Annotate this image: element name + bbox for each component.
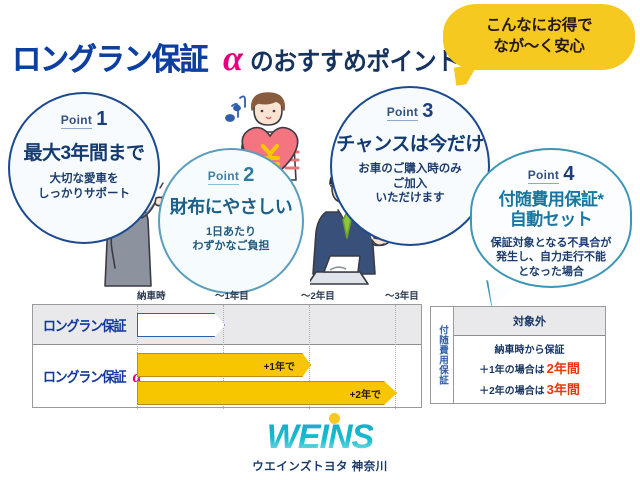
incidental-line-2-emphasis: 2年間: [546, 361, 580, 376]
warranty-timeline-chart: 納車時 〜1年目 〜2年目 〜3年目 ロングラン保証 ロングラン保証 α +1年…: [32, 291, 422, 409]
axis-tick-0: 納車時: [137, 291, 166, 302]
point-3-sub-line3: いただけます: [375, 192, 445, 205]
page-title: ロングラン保証 α のおすすめポイント: [12, 34, 460, 78]
chart-label-alpha-text: ロングラン保証: [43, 369, 127, 385]
point-2-circle: Point 2 財布にやさしい 1日あたり わずかなご負担: [158, 148, 304, 294]
incidental-panel-header: 対象外: [454, 307, 605, 336]
incidental-line-2: ＋1年の場合は 2年間: [479, 358, 580, 377]
point-4-sub-line3: となった場合: [518, 265, 584, 278]
point-1-label: Point 1: [60, 108, 108, 130]
point-3-label: Point 3: [386, 100, 434, 122]
gridline-year3: [395, 305, 396, 409]
point-4-sub: 保証対象となる不具合が 発生し、自力走行不能 となった場合: [491, 236, 612, 279]
point-3-label-word: Point: [386, 105, 419, 121]
incidental-cost-panel: 付随費用保証 対象外 納車時から保証 ＋1年の場合は 2年間 ＋2年の場合は 3…: [430, 306, 606, 404]
axis-tick-3: 〜3年目: [385, 291, 419, 302]
speech-bubble-tail: [453, 64, 481, 86]
point-3-sub-line2: ご加入: [392, 177, 428, 190]
axis-tick-2: 〜2年目: [301, 291, 335, 302]
weins-logo: WEINS ウエインズトヨタ 神奈川: [0, 413, 640, 476]
point-2-label-word: Point: [207, 169, 240, 185]
point-4-heading: 付随費用保証* 自動セット: [498, 190, 604, 230]
point-3-sub-line1: お車のご購入時のみ: [358, 163, 462, 175]
point-1-label-word: Point: [60, 113, 93, 129]
point-1-circle: Point 1 最大3年間まで 大切な愛車を しっかりサポート: [8, 92, 160, 244]
gridline-year2: [309, 305, 310, 409]
chart-bar-base-1yr: [137, 313, 225, 337]
point-3-sub: お車のご購入時のみ ご加入 いただけます: [358, 162, 462, 206]
point-2-heading: 財布にやさしい: [169, 197, 293, 217]
chart-label-longrun: ロングラン保証: [43, 316, 133, 336]
chart-axis-labels: 納車時 〜1年目 〜2年目 〜3年目: [33, 288, 423, 304]
point-1-heading: 最大3年間まで: [23, 143, 145, 164]
promo-speech-bubble: こんなにお得で なが〜く安心: [443, 4, 635, 86]
chart-label-longrun-alpha: ロングラン保証 α: [43, 367, 142, 387]
point-1-sub: 大切な愛車を しっかりサポート: [38, 172, 130, 201]
weins-wordmark: WEINS: [266, 413, 374, 456]
point-1-sub-line2: しっかりサポート: [38, 187, 130, 200]
title-alpha: α: [223, 38, 243, 78]
chart-bar-alpha-plus1: +1年で: [137, 353, 311, 377]
point-3-number: 3: [422, 100, 434, 122]
point-2-sub: 1日あたり わずかなご負担: [193, 225, 270, 253]
chart-bar-plus1-label: +1年で: [263, 361, 295, 373]
incidental-line-3: ＋2年の場合は 3年間: [479, 379, 580, 398]
weins-wordmark-text: WEINS: [266, 418, 374, 456]
incidental-panel-body: 対象外 納車時から保証 ＋1年の場合は 2年間 ＋2年の場合は 3年間: [454, 307, 605, 403]
weins-subtitle: ウエインズトヨタ 神奈川: [252, 461, 388, 473]
sun-dot-icon: [328, 413, 340, 424]
point-4-label-word: Point: [527, 168, 560, 184]
incidental-vertical-label: 付随費用保証: [431, 307, 454, 403]
chart-label-longrun-text: ロングラン保証: [43, 318, 127, 334]
point-2-sub-line2: わずかなご負担: [192, 240, 270, 253]
incidental-line-1: 納車時から保証: [494, 345, 565, 356]
axis-tick-1: 〜1年目: [215, 291, 249, 302]
title-rest: のおすすめポイント: [249, 48, 460, 76]
point-2-number: 2: [243, 164, 255, 186]
point-4-heading-line1: 付随費用保証*: [498, 190, 604, 209]
point-2-sub-line1: 1日あたり: [205, 226, 257, 238]
point-4-bubble: Point 4 付随費用保証* 自動セット 保証対象となる不具合が 発生し、自力…: [470, 148, 632, 288]
point-2-label: Point 2: [207, 164, 255, 186]
incidental-line-3-emphasis: 3年間: [546, 382, 580, 397]
chart-bar-alpha-plus2: +2年で: [137, 381, 397, 405]
point-3-circle: Point 3 チャンスは今だけ お車のご購入時のみ ご加入 いただけます: [330, 86, 490, 246]
incidental-panel-lines: 納車時から保証 ＋1年の場合は 2年間 ＋2年の場合は 3年間: [454, 336, 605, 403]
point-4-label: Point 4: [527, 163, 575, 185]
point-4-heading-line2: 自動セット: [509, 210, 593, 230]
point-4-sub-line2: 発生し、自力走行不能: [495, 251, 606, 264]
promo-bubble-line2: なが〜く安心: [493, 38, 585, 55]
promo-bubble-line1: こんなにお得で: [485, 17, 593, 35]
point-1-sub-line1: 大切な愛車を: [49, 173, 119, 185]
point-1-number: 1: [96, 108, 108, 130]
chart-bar-plus2-label: +2年で: [349, 389, 381, 401]
point-4-sub-line1: 保証対象となる不具合が: [490, 237, 612, 250]
chart-row-longrun: [33, 305, 421, 345]
title-main: ロングラン保証: [12, 42, 208, 77]
point-4-number: 4: [563, 163, 575, 185]
point-3-heading: チャンスは今だけ: [336, 134, 484, 155]
